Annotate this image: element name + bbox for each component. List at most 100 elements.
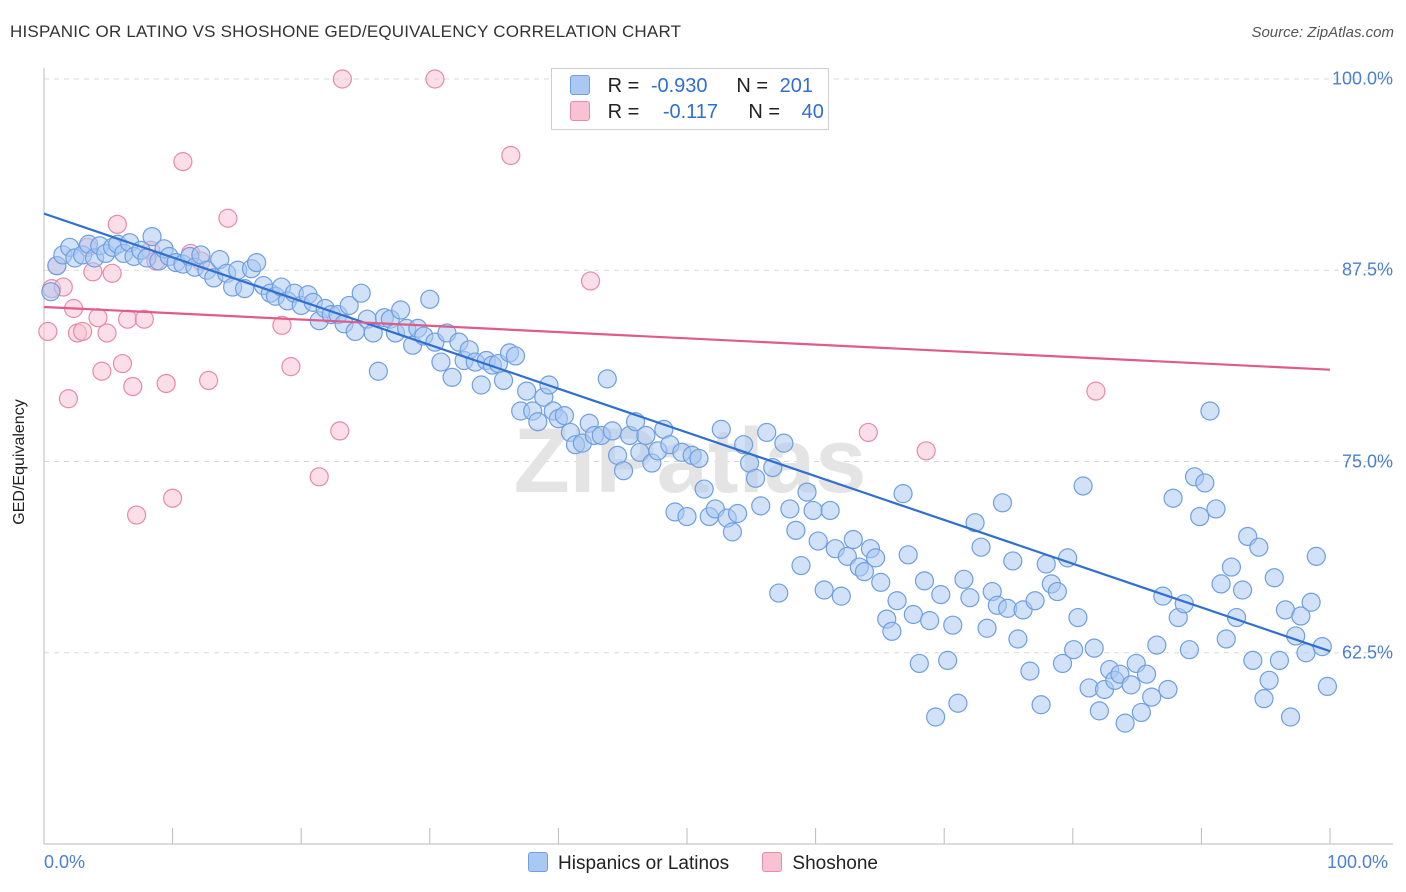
data-point [505,346,526,366]
data-point [442,367,462,387]
data-point [391,300,411,320]
data-point [1317,676,1338,697]
data-point [613,461,634,481]
data-point [960,588,980,608]
legend: R = -0.930 N = 201 R = -0.117 N = 40 [551,68,829,130]
data-point [727,503,748,524]
legend-n-value: 201 [779,75,813,97]
data-point [1121,675,1141,695]
x-tick-label: 0.0% [44,852,86,872]
data-point [58,389,79,409]
data-point [882,621,902,641]
legend-r-label: R = [607,75,640,97]
gridlines [44,78,1393,654]
legend-label: Shoshone [792,853,878,874]
data-point [1047,581,1067,602]
data-point [1131,702,1151,723]
data-point [1291,606,1311,626]
hispanic-trend-line [43,212,1331,653]
legend-item-shoshone: Shoshone [762,852,878,875]
chart-title: HISPANIC OR LATINO VS SHOSHONE GED/EQUIV… [10,22,682,41]
data-point [1200,401,1220,421]
data-point [820,500,840,521]
data-point [1136,664,1157,684]
source-label: Source: ZipAtlas.com [1251,24,1394,41]
data-point [1158,679,1178,700]
data-point [689,448,709,469]
data-point [1163,488,1183,508]
data-point [126,505,147,525]
data-point [871,572,891,592]
data-point [123,376,143,397]
data-point [72,321,93,342]
data-point [1211,574,1231,594]
data-point [134,309,154,329]
legend-n-label: N = [748,101,781,123]
data-point [247,253,267,273]
data-point [580,271,601,291]
data-point [954,569,974,589]
data-point [1052,653,1073,674]
data-point [420,289,440,309]
data-point [893,484,913,504]
data-point [1249,537,1269,557]
data-point [501,145,521,166]
y-axis-label: GED/Equivalency [11,399,28,525]
legend-swatch [570,75,590,95]
data-point [339,295,359,316]
legend-r-value: -0.117 [662,101,719,123]
data-point [745,468,766,488]
data-point [1264,568,1284,588]
data-point [943,615,963,635]
data-point [965,513,985,533]
data-point [1243,650,1263,671]
data-point [814,580,834,600]
data-point [1086,381,1106,401]
data-point [694,479,714,499]
data-point [797,482,817,502]
data-point [309,467,329,487]
legend-n-value: 40 [801,101,824,123]
data-point [757,422,777,443]
data-point [1280,707,1301,727]
legend-label: Hispanics or Latinos [558,853,730,874]
data-point [173,152,193,172]
data-point [769,583,789,603]
data-point [831,586,851,606]
data-point [281,357,301,377]
data-point [938,650,958,671]
data-point [351,283,371,303]
legend-swatch [762,852,783,872]
y-tick-label: 87.5% [1341,259,1393,280]
legend-swatch [570,101,590,121]
data-point [711,419,731,439]
data-point [803,500,823,521]
data-point [992,493,1013,513]
data-point [554,406,575,426]
data-point [1142,687,1162,707]
data-point [602,421,623,441]
legend-r-label: R = [607,101,640,123]
data-point [1306,546,1326,566]
data-point [1254,689,1274,709]
data-point [1301,592,1321,612]
data-point [677,506,697,527]
data-point [903,604,923,625]
data-point [431,352,451,372]
legend-item-hispanic: Hispanics or Latinos [528,852,729,875]
trend-lines [43,212,1331,653]
bottom-legend: Hispanics or Latinos Shoshone [0,852,1406,875]
x-tick-label: 100.0% [1327,852,1389,872]
data-point [914,571,935,591]
data-point [1296,643,1316,663]
data-point [330,421,350,441]
data-point [92,361,112,381]
data-point [97,323,117,343]
data-point [517,381,537,401]
data-point [1084,638,1104,658]
data-point [332,69,352,89]
shoshone-trend-line [43,305,1331,371]
data-point [1064,640,1084,660]
data-point [854,562,875,582]
